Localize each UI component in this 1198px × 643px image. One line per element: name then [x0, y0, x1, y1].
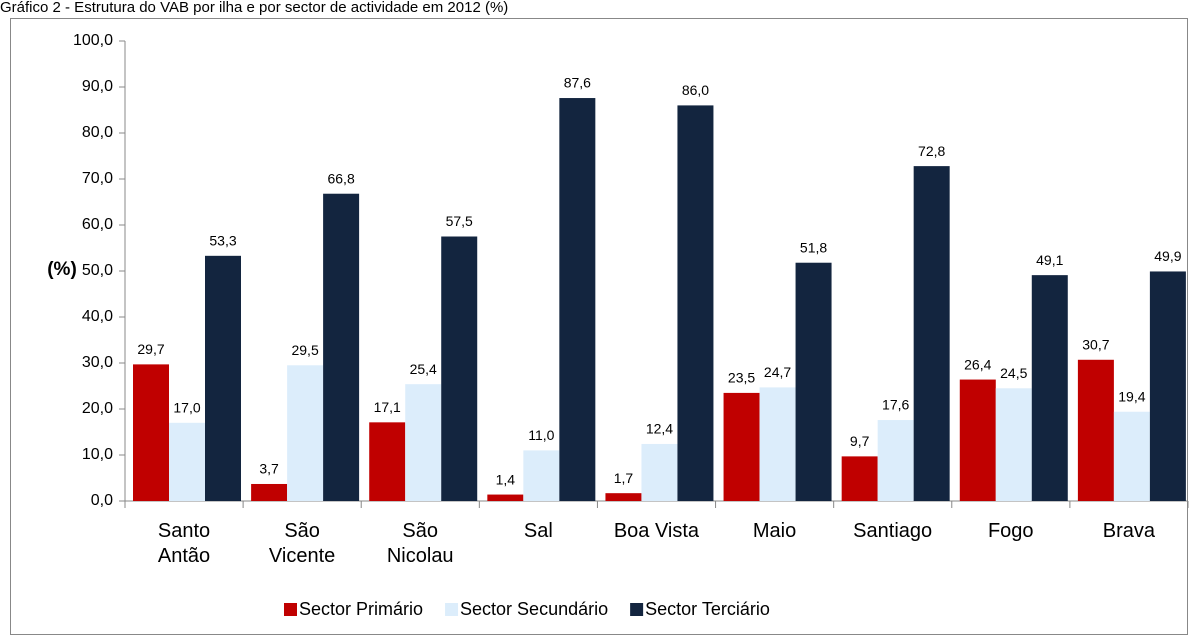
data-label: 29,5 [291, 342, 318, 358]
data-label: 29,7 [137, 341, 164, 357]
bar [959, 379, 996, 501]
data-label: 49,9 [1154, 248, 1181, 264]
data-label: 17,6 [882, 397, 909, 413]
bar [877, 420, 914, 501]
bar [1077, 359, 1114, 501]
x-tick-label: Sal [523, 520, 553, 542]
legend-swatch [445, 603, 459, 616]
data-label: 87,6 [564, 75, 591, 91]
bar [523, 450, 560, 501]
data-label: 86,0 [682, 82, 709, 98]
chart-title: Gráfico 2 - Estrutura do VAB por ilha e … [0, 0, 508, 16]
bar [605, 493, 642, 501]
bar [759, 387, 796, 501]
x-tick-label: São Nicolau [386, 520, 454, 567]
x-tick-label: Santo Antão [157, 520, 211, 567]
bar [1113, 411, 1150, 501]
y-tick-label: 90,0 [82, 78, 113, 95]
y-axis-label: (%) [47, 259, 77, 280]
x-tick-label: São Vicente [268, 520, 336, 567]
data-label: 26,4 [964, 356, 991, 372]
data-label: 66,8 [327, 170, 354, 186]
data-label: 12,4 [646, 421, 673, 437]
bar [641, 443, 678, 501]
x-tick-label: Santiago [853, 520, 933, 542]
y-tick-label: 30,0 [82, 354, 113, 371]
bar [1149, 271, 1186, 501]
data-label: 17,0 [173, 400, 200, 416]
bar [1031, 275, 1068, 501]
data-label: 23,5 [728, 370, 755, 386]
y-tick-label: 40,0 [82, 308, 113, 325]
data-label: 19,4 [1118, 388, 1145, 404]
data-label: 30,7 [1082, 336, 1109, 352]
data-label: 9,7 [850, 433, 870, 449]
x-tick-label: Brava [1102, 520, 1155, 542]
bar [169, 422, 205, 501]
x-tick-label: Maio [752, 520, 797, 542]
legend-label: Sector Secundário [460, 599, 608, 619]
bar [287, 365, 324, 501]
bar [913, 166, 950, 501]
bar [441, 236, 478, 501]
bar [205, 255, 241, 501]
y-tick-label: 10,0 [82, 446, 113, 463]
y-tick-label: 80,0 [82, 124, 113, 141]
y-tick-label: 70,0 [82, 170, 113, 187]
data-label: 51,8 [800, 239, 827, 255]
bar [995, 388, 1032, 501]
bar [795, 262, 832, 501]
bar [559, 98, 596, 501]
legend-swatch [630, 603, 644, 616]
bar [487, 494, 524, 501]
bar [723, 392, 760, 501]
legend-label: Sector Primário [299, 599, 423, 619]
bar [369, 422, 406, 501]
y-tick-label: 0,0 [91, 492, 113, 509]
chart-border [10, 18, 1188, 635]
data-label: 72,8 [918, 143, 945, 159]
bar [405, 384, 442, 501]
data-label: 1,7 [614, 470, 634, 486]
data-label: 57,5 [446, 213, 473, 229]
x-tick-label: Fogo [987, 520, 1034, 542]
legend-label: Sector Terciário [645, 599, 770, 619]
bar [323, 193, 360, 501]
y-tick-label: 100,0 [73, 32, 113, 49]
data-label: 17,1 [374, 399, 401, 415]
y-tick-label: 60,0 [82, 216, 113, 233]
data-label: 53,3 [209, 233, 236, 249]
x-tick-label: Boa Vista [613, 520, 700, 542]
y-tick-label: 50,0 [82, 262, 113, 279]
bar [133, 364, 169, 501]
data-label: 11,0 [528, 427, 554, 443]
bar [841, 456, 878, 501]
data-label: 1,4 [496, 471, 516, 487]
bar [677, 105, 714, 502]
bar [251, 483, 288, 501]
data-label: 3,7 [259, 461, 279, 477]
data-label: 24,7 [764, 364, 791, 380]
data-label: 24,5 [1000, 365, 1027, 381]
legend-swatch [284, 603, 297, 616]
data-label: 49,1 [1036, 252, 1063, 268]
y-tick-label: 20,0 [82, 400, 113, 417]
data-label: 25,4 [410, 361, 437, 377]
